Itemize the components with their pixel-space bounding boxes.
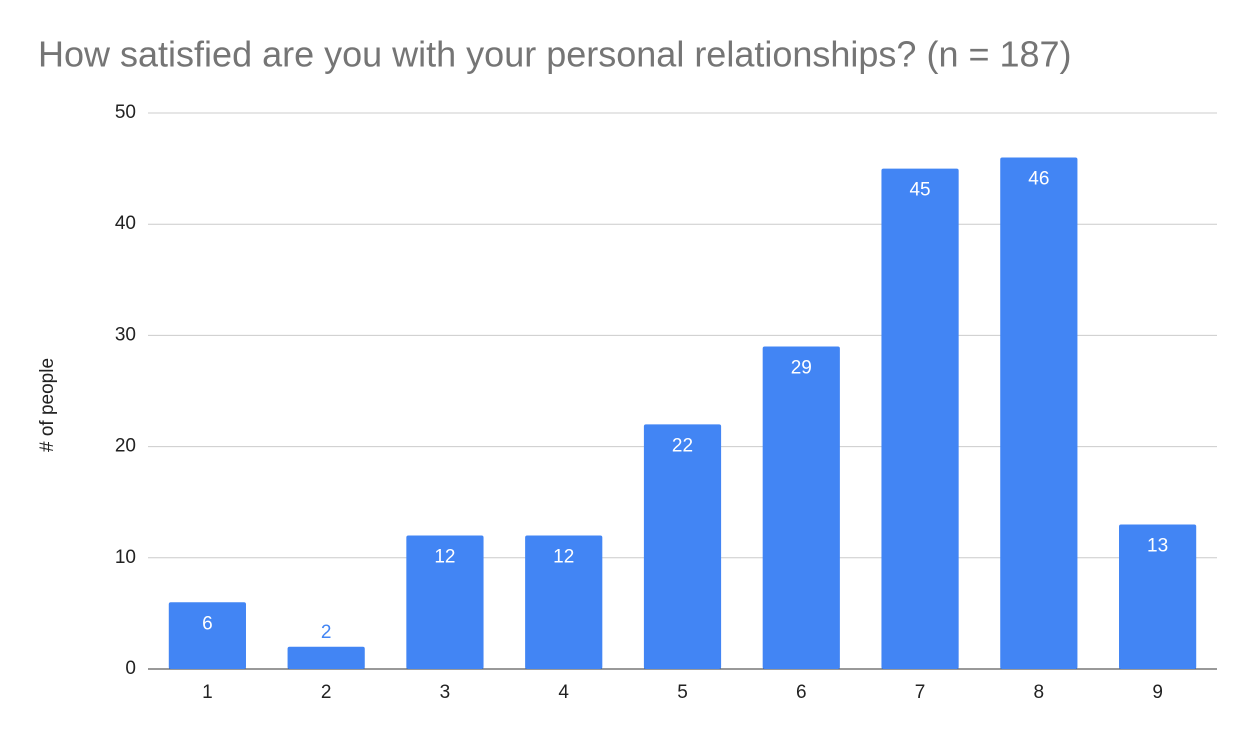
y-axis-label: # of people [37,358,58,452]
data-label: 12 [434,547,455,568]
bar [1000,157,1078,670]
x-tick-label: 4 [558,682,569,703]
y-tick-label: 10 [115,547,136,568]
bar [762,346,840,669]
bar [643,424,722,669]
y-tick-label: 20 [115,436,136,457]
data-label: 29 [791,358,812,379]
chart-title: How satisfied are you with your personal… [38,34,1072,75]
x-tick-label: 7 [915,682,926,703]
x-tick-label: 5 [677,682,688,703]
y-tick-label: 40 [115,213,136,234]
y-tick-label: 0 [125,658,136,679]
data-label: 46 [1028,168,1049,189]
x-tick-label: 9 [1152,682,1163,703]
x-tick-label: 3 [440,682,451,703]
bar [1119,524,1197,669]
bar [287,646,365,669]
x-tick-label: 8 [1034,682,1045,703]
y-tick-label: 30 [115,324,136,345]
x-tick-label: 1 [202,682,213,703]
x-tick-label: 2 [321,682,332,703]
bar [881,168,959,669]
data-label: 13 [1147,535,1168,556]
data-label: 6 [202,613,213,634]
bar [525,535,603,669]
bar [168,602,246,669]
data-label: 2 [321,622,332,643]
x-tick-label: 6 [796,682,807,703]
data-label: 45 [909,180,930,201]
y-tick-label: 50 [115,102,136,123]
data-label: 12 [553,547,574,568]
data-label: 22 [672,435,693,456]
bar [406,535,484,669]
